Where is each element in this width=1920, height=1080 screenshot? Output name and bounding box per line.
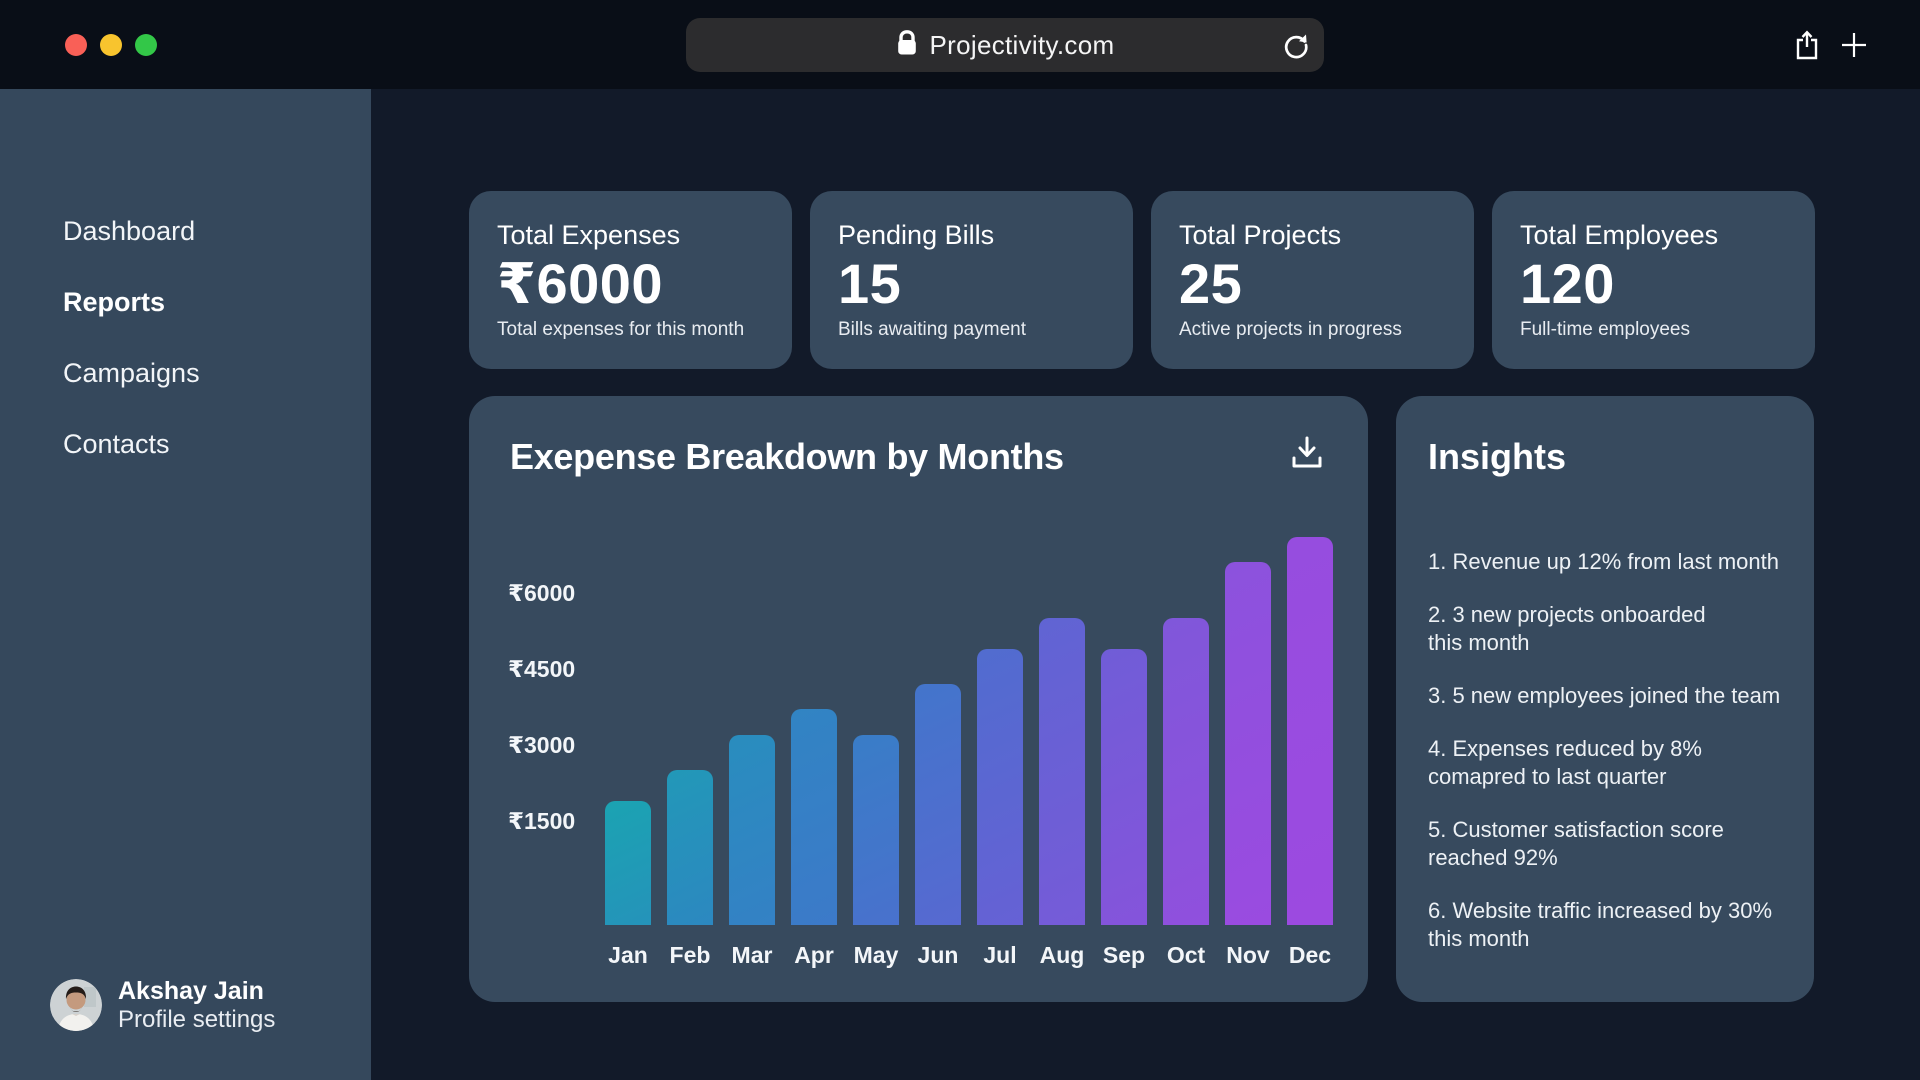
stat-value: 25 — [1179, 252, 1243, 315]
download-icon[interactable] — [1286, 432, 1328, 474]
stat-card: Total Projects 25 Active projects in progr… — [1151, 191, 1474, 369]
main-content: Total Expenses ₹6000 Total expenses for th… — [371, 89, 1920, 1080]
browser-actions — [1793, 29, 1868, 61]
chart-bar-jan — [605, 801, 651, 925]
stat-title: Pending Bills — [838, 220, 995, 250]
insights-list: 1. Revenue up 12% from last month 2. 3 ne… — [1428, 548, 1784, 953]
profile-settings-button[interactable]: Akshay Jain Profile settings — [50, 976, 275, 1034]
stat-title: Total Projects — [1179, 220, 1342, 250]
chart-bar-oct — [1163, 618, 1209, 925]
insight-item: 1. Revenue up 12% from last month — [1428, 549, 1779, 574]
avatar — [50, 979, 102, 1031]
expense-chart-card: Exepense Breakdown by Months ₹6000 ₹4500 ₹… — [469, 396, 1368, 1002]
url-text: Projectivity.com — [929, 29, 1115, 60]
minimize-window-button[interactable] — [100, 34, 122, 56]
stat-value: ₹6000 — [497, 252, 664, 315]
chart-bar-column: Jan — [605, 801, 651, 969]
chart-bars: Jan Feb Mar Apr May Jun Jul Aug Sep Oct Nov Dec — [605, 537, 1333, 969]
insight-item: 3. 5 new employees joined the team — [1428, 683, 1781, 708]
x-axis-label: Jan — [608, 942, 648, 968]
insight-item: 2. 3 new projects onboarded this month — [1428, 602, 1706, 655]
stat-caption: Full-time employees — [1520, 319, 1690, 340]
sidebar-nav: Dashboard Reports Campaigns Contacts — [63, 214, 200, 461]
insight-item: 4. Expenses reduced by 8% comapred to la… — [1428, 736, 1702, 789]
browser-topbar: Projectivity.com — [0, 0, 1920, 89]
chart-bar-jun — [915, 684, 961, 925]
profile-name: Akshay Jain — [118, 977, 264, 1005]
chart-bar-jul — [977, 649, 1023, 925]
chart-title: Exepense Breakdown by Months — [510, 436, 1064, 477]
y-axis-label: ₹3000 — [508, 732, 576, 758]
stat-title: Total Expenses — [497, 220, 681, 250]
x-axis-label: Mar — [731, 942, 773, 968]
x-axis-label: Nov — [1226, 942, 1270, 968]
close-window-button[interactable] — [65, 34, 87, 56]
chart-bar-column: Mar — [729, 735, 775, 969]
y-axis-label: ₹4500 — [508, 656, 576, 682]
x-axis-label: Apr — [794, 942, 834, 968]
insight-item: 6. Website traffic increased by 30% this… — [1428, 898, 1773, 951]
sidebar-item-dashboard[interactable]: Dashboard — [63, 216, 196, 246]
insight-item: 5. Customer satisfaction score reached 9… — [1428, 817, 1724, 870]
insights-card: Insights 1. Revenue up 12% from last mon… — [1396, 396, 1814, 1002]
profile-subtitle: Profile settings — [118, 1006, 276, 1033]
lock-icon — [896, 29, 918, 61]
stat-card: Total Employees 120 Full-time employees — [1492, 191, 1815, 369]
address-bar[interactable]: Projectivity.com — [686, 18, 1324, 72]
zoom-window-button[interactable] — [135, 34, 157, 56]
x-axis-label: Jul — [983, 942, 1017, 968]
chart-bar-column: Dec — [1287, 537, 1333, 969]
window-controls — [65, 34, 157, 56]
x-axis-label: Aug — [1039, 942, 1085, 968]
chart-bar-aug — [1039, 618, 1085, 925]
chart-bar-column: May — [853, 735, 899, 969]
stats-row: Total Expenses ₹6000 Total expenses for th… — [469, 191, 1815, 369]
y-axis-label: ₹6000 — [508, 580, 576, 606]
sidebar-item-contacts[interactable]: Contacts — [63, 429, 170, 459]
stat-caption: Total expenses for this month — [497, 319, 745, 340]
insights-title: Insights — [1428, 436, 1567, 477]
x-axis-label: Jun — [917, 942, 959, 968]
stat-title: Total Employees — [1520, 220, 1719, 250]
sidebar: Dashboard Reports Campaigns Contacts — [0, 89, 371, 1080]
chart-bar-column: Jul — [977, 649, 1023, 969]
new-tab-button[interactable] — [1840, 31, 1868, 59]
y-axis-label: ₹1500 — [508, 808, 576, 834]
x-axis-label: Oct — [1166, 942, 1206, 968]
chart-bar-column: Apr — [791, 709, 837, 969]
chart-bar-column: Oct — [1163, 618, 1209, 969]
chart-bar-sep — [1101, 649, 1147, 925]
stat-value: 15 — [838, 252, 902, 315]
chart-bar-column: Feb — [667, 770, 713, 969]
sidebar-item-reports[interactable]: Reports — [63, 287, 166, 317]
chart-bar-column: Aug — [1039, 618, 1085, 969]
refresh-button[interactable] — [1282, 31, 1310, 59]
stat-caption: Bills awaiting payment — [838, 319, 1026, 340]
chart-bar-column: Sep — [1101, 649, 1147, 969]
chart-bar-column: Nov — [1225, 562, 1271, 969]
stat-card: Total Expenses ₹6000 Total expenses for th… — [469, 191, 792, 369]
stat-caption: Active projects in progress — [1179, 319, 1402, 340]
chart-bar-mar — [729, 735, 775, 925]
sidebar-item-campaigns[interactable]: Campaigns — [63, 358, 200, 388]
x-axis-label: Dec — [1288, 942, 1332, 968]
chart-bar-feb — [667, 770, 713, 925]
chart-bar-column: Jun — [915, 684, 961, 969]
chart-bar-dec — [1287, 537, 1333, 925]
x-axis-label: Feb — [669, 942, 711, 968]
chart-bar-nov — [1225, 562, 1271, 925]
x-axis-label: Sep — [1102, 942, 1146, 968]
stat-value: 120 — [1520, 252, 1615, 315]
chart-bar-may — [853, 735, 899, 925]
share-button[interactable] — [1793, 29, 1821, 61]
stat-card: Pending Bills 15 Bills awaiting payment — [810, 191, 1133, 369]
chart-bar-apr — [791, 709, 837, 925]
x-axis-label: May — [853, 942, 899, 968]
